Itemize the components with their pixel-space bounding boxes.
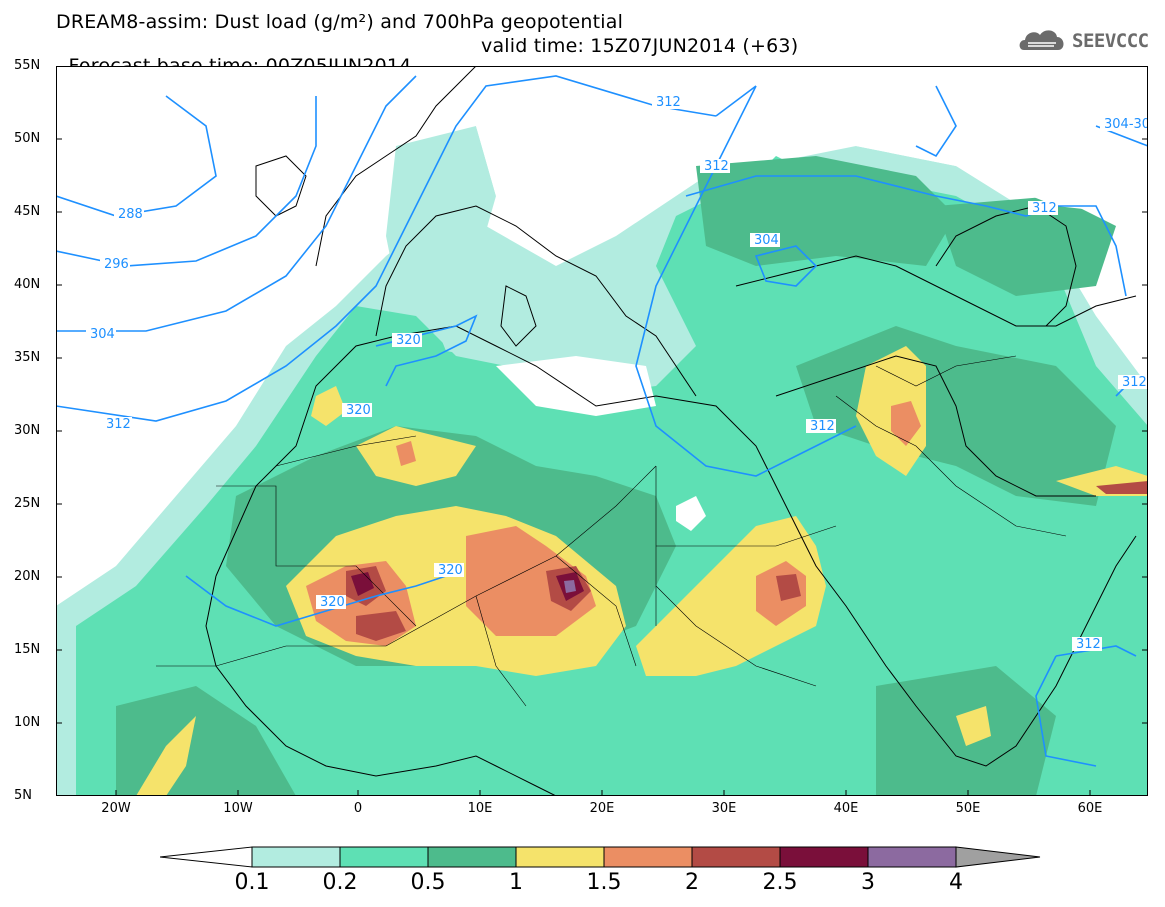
contour-label: 312 (1122, 375, 1147, 390)
colorbar-swatch (779, 846, 869, 868)
lat-label: 45N (14, 204, 41, 219)
contour-label: 312 (1076, 637, 1101, 652)
colorbar-tick: 3 (861, 870, 875, 895)
colorbar-swatch (603, 846, 693, 868)
colorbar-swatch (251, 846, 341, 868)
lat-label: 40N (14, 277, 41, 292)
contour-label: 320 (438, 563, 463, 578)
contour-label: 320 (396, 333, 421, 348)
lat-label: 15N (14, 642, 41, 657)
colorbar-tick: 1.5 (586, 870, 622, 895)
contour-label: 320 (346, 403, 371, 418)
lat-label: 5N (14, 788, 32, 803)
lon-label: 40E (833, 801, 859, 816)
contour-label: 312 (1032, 201, 1057, 216)
valid-time: valid time: 15Z07JUN2014 (+63) (481, 35, 799, 57)
cloud-icon (1019, 30, 1064, 50)
contour-label: 304-30 (1104, 117, 1148, 132)
logo-text: SEEVCCC (1072, 30, 1149, 52)
contour-label: 312 (810, 419, 835, 434)
colorbar-tick: 0.5 (410, 870, 446, 895)
map-title: DREAM8-assim: Dust load (g/m²) and 700hP… (56, 11, 624, 33)
colorbar-swatch (691, 846, 781, 868)
lon-label: 50E (955, 801, 981, 816)
colorbar-tick: 0.1 (234, 870, 270, 895)
colorbar-swatch (867, 846, 957, 868)
lat-label: 20N (14, 569, 41, 584)
colorbar-swatch (515, 846, 605, 868)
lat-label: 10N (14, 715, 41, 730)
country-borders (156, 355, 1067, 707)
colorbar-tick: 0.2 (322, 870, 358, 895)
lat-label: 35N (14, 350, 41, 365)
contour-label: 304 (754, 233, 779, 248)
colorbar-high-triangle (955, 846, 1041, 868)
contour-label: 312 (656, 95, 681, 110)
lon-label: 10E (467, 801, 493, 816)
contour-label: 296 (104, 257, 129, 272)
contour-labels: 312 304-30 312 304 312 288 296 304 312 3… (86, 95, 1148, 652)
lat-label: 50N (14, 131, 41, 146)
colorbar-tick: 4 (949, 870, 963, 895)
contour-label: 304 (90, 327, 115, 342)
colorbar-tick: 1 (509, 870, 523, 895)
contour-label: 312 (704, 159, 729, 174)
lat-label: 25N (14, 496, 41, 511)
colorbar-swatch (339, 846, 429, 868)
map-frame (56, 66, 1148, 796)
lon-label: 0 (353, 801, 363, 816)
dust-field (56, 126, 1148, 796)
lon-label: 20W (101, 801, 131, 816)
colorbar-swatch (427, 846, 517, 868)
contour-label: 312 (106, 417, 131, 432)
lat-label: 30N (14, 423, 41, 438)
colorbar-tick: 2 (685, 870, 699, 895)
clean-air-areas (56, 66, 1148, 536)
dust-load-map: 312 304-30 312 304 312 288 296 304 312 3… (56, 66, 1148, 796)
coastlines (205, 66, 1137, 796)
lon-label: 60E (1077, 801, 1103, 816)
grid-ticks (56, 66, 1148, 796)
contour-label: 288 (118, 207, 143, 222)
lon-label: 30E (711, 801, 737, 816)
lat-label: 55N (14, 58, 41, 73)
contour-label: 320 (320, 595, 345, 610)
lon-label: 20E (589, 801, 615, 816)
colorbar-tick: 2.5 (762, 870, 798, 895)
lon-label: 10W (223, 801, 253, 816)
seevccc-logo: SEEVCCC (1018, 24, 1158, 56)
colorbar (160, 846, 1041, 868)
colorbar-low-triangle (160, 846, 253, 868)
